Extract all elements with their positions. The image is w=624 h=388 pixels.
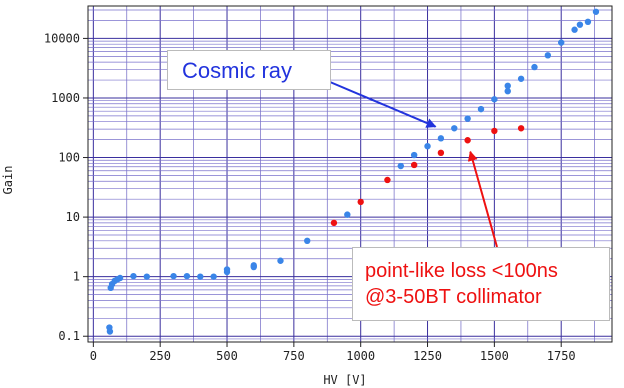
y-tick-label: 100 [58,151,80,165]
red-data-point [517,125,525,132]
blue-data-point [170,272,177,280]
cosmic-ray-callout: Cosmic ray [167,50,331,90]
blue-data-point [491,96,498,103]
cosmic-ray-arrow [329,81,437,128]
blue-data-point [410,151,418,159]
x-tick-label: 1000 [346,349,375,363]
blue-data-point [197,273,204,280]
blue-data-point [571,26,578,33]
blue-data-point [344,211,351,218]
x-tick-label: 0 [90,349,97,363]
blue-data-point [584,18,592,26]
x-tick-label: 1750 [547,349,576,363]
data-points [106,8,600,335]
blue-data-point [223,266,231,273]
blue-data-point [130,272,137,280]
blue-data-point [517,75,525,82]
point-loss-line-1: point-like loss <100ns [365,260,558,282]
y-tick-label: 10 [66,210,80,224]
y-axis-label: Gain [1,166,15,195]
red-data-point [491,127,498,135]
x-tick-label: 1250 [413,349,442,363]
blue-data-point [504,87,511,95]
x-axis-label: HV [V] [323,373,366,387]
blue-data-point [304,237,311,245]
blue-data-point [592,8,600,15]
blue-data-point [504,82,511,90]
blue-data-point [437,135,445,142]
blue-data-point [451,125,458,132]
blue-data-point [277,257,284,264]
blue-data-point [477,105,485,113]
red-data-point [437,149,445,157]
red-data-point [464,137,471,144]
blue-data-point [424,142,431,150]
red-data-point [384,176,391,184]
y-axis-ticks: 0.1 1 10 100 1000 10000 [44,31,88,343]
x-axis-ticks: 0 250 500 750 1000 1250 1500 1750 [90,342,576,363]
red-data-point [410,161,418,169]
blue-data-point [544,52,552,59]
blue-data-point [464,115,471,122]
blue-data-point [106,328,114,335]
x-tick-label: 1500 [480,349,509,363]
red-data-point [330,219,338,227]
annotation-arrows [329,81,498,248]
red-data-point [357,198,364,206]
blue-data-point [397,162,404,170]
point-loss-callout: point-like loss <100ns @3-50BT collimato… [352,247,610,321]
blue-data-point [576,21,584,28]
blue-data-point [210,273,217,280]
point-loss-arrow [467,150,498,248]
blue-data-point [116,274,124,282]
y-tick-label: 1 [73,270,80,284]
y-tick-label: 0.1 [58,329,80,343]
y-tick-label: 1000 [51,91,80,105]
blue-data-point [250,262,257,269]
blue-data-point [143,273,151,280]
blue-data-point [558,39,565,46]
point-loss-line-2: @3-50BT collimator [365,286,542,308]
blue-data-point [183,272,191,280]
x-tick-label: 250 [149,349,171,363]
cosmic-ray-text: Cosmic ray [182,58,293,83]
plot-frame [87,5,613,343]
x-tick-label: 500 [216,349,238,363]
blue-data-point [531,63,538,71]
x-tick-label: 750 [283,349,305,363]
y-tick-label: 10000 [44,31,80,45]
